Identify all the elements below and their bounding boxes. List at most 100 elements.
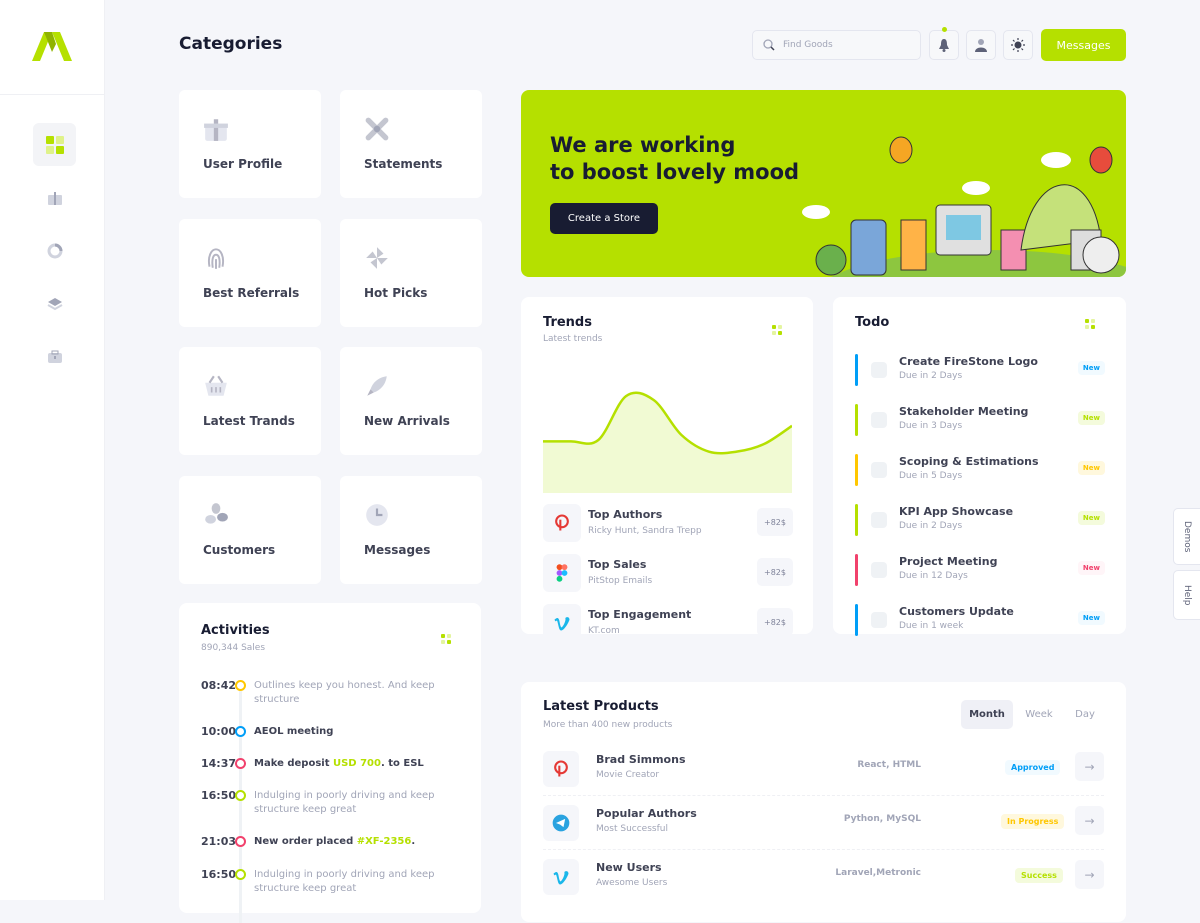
trend-item[interactable]: Top Sales PitStop Emails +82$ — [543, 554, 793, 594]
todo-checkbox[interactable] — [871, 362, 887, 378]
todo-badge: New — [1077, 361, 1105, 375]
activity-time: 14:37 — [201, 757, 237, 770]
products-card: Latest Products More than 400 new produc… — [521, 682, 1126, 922]
todo-card: Todo Create FireStone Logo Due in 2 Days N… — [833, 297, 1126, 636]
todo-checkbox[interactable] — [871, 412, 887, 428]
sidebar-item-dashboard[interactable] — [33, 123, 76, 166]
category-tile[interactable]: Hot Picks — [340, 218, 482, 327]
cross-icon — [365, 117, 389, 141]
todo-item: KPI App Showcase Due in 2 Days New — [855, 504, 1105, 536]
timeline-line — [239, 683, 242, 923]
activity-text: Make deposit USD 700. to ESL — [254, 758, 424, 769]
theme-button[interactable] — [1003, 30, 1033, 60]
tab-week[interactable]: Week — [1025, 709, 1053, 720]
todo-due: Due in 2 Days — [899, 521, 963, 531]
timeline-dot-icon — [235, 758, 246, 769]
activities-card: Activities 890,344 Sales 08:42 Outlines k… — [179, 603, 481, 923]
category-label: Messages — [364, 542, 431, 557]
trend-item[interactable]: Top Engagement KT.com +82$ — [543, 604, 793, 644]
category-label: Statements — [364, 157, 443, 171]
todo-due: Due in 2 Days — [899, 371, 963, 381]
activity-time: 21:03 — [201, 835, 237, 848]
todo-checkbox[interactable] — [871, 462, 887, 478]
city-illustration — [802, 136, 1126, 277]
trends-chart — [543, 391, 792, 493]
banner-heading: We are working to boost lovely mood — [550, 133, 800, 184]
timeline-dot-icon — [235, 726, 246, 737]
category-label: Best Referrals — [203, 285, 300, 300]
todo-badge: New — [1077, 561, 1105, 575]
product-sub: Movie Creator — [596, 770, 660, 780]
arrow-right-icon[interactable]: → — [1075, 752, 1104, 781]
pinterest-icon — [555, 514, 569, 531]
user-button[interactable] — [966, 30, 996, 60]
sidebar-item-gifts[interactable] — [33, 176, 76, 219]
help-tab[interactable]: Help — [1173, 570, 1200, 620]
search-input[interactable]: Find Goods — [752, 30, 921, 60]
category-label: User Profile — [203, 157, 283, 171]
tab-day[interactable]: Day — [1075, 709, 1095, 720]
sidebar-item-support[interactable] — [33, 229, 76, 272]
messages-button[interactable]: Messages — [1041, 29, 1126, 61]
timeline-dot-icon — [235, 869, 246, 880]
todo-name: KPI App Showcase — [899, 505, 1014, 518]
product-name[interactable]: Brad Simmons — [596, 753, 686, 766]
category-tile[interactable]: Best Referrals — [179, 218, 321, 327]
category-tile[interactable]: Statements — [340, 90, 482, 198]
todo-checkbox[interactable] — [871, 612, 887, 628]
todo-checkbox[interactable] — [871, 562, 887, 578]
status-badge: In Progress — [1001, 814, 1065, 829]
user-icon — [975, 39, 987, 52]
create-store-button[interactable]: Create a Store — [550, 203, 658, 234]
rocket-icon — [367, 376, 387, 396]
fingerprint-icon — [208, 247, 224, 269]
menu-dots-icon[interactable] — [441, 634, 451, 644]
sidebar-item-layers[interactable] — [33, 282, 76, 325]
category-tile[interactable]: User Profile — [179, 90, 321, 198]
category-tile[interactable]: New Arrivals — [340, 347, 482, 455]
trend-name: Top Sales — [588, 558, 647, 571]
basket-icon — [205, 375, 227, 396]
tab-month[interactable]: Month — [961, 700, 1013, 729]
arrow-right-icon[interactable]: → — [1075, 860, 1104, 889]
trend-item[interactable]: Top Authors Ricky Hunt, Sandra Trepp +82$ — [543, 504, 793, 544]
todo-color-bar — [855, 404, 858, 436]
category-tile[interactable]: Messages — [340, 475, 482, 584]
arrow-right-icon[interactable]: → — [1075, 806, 1104, 835]
gift-icon — [47, 191, 62, 205]
product-name[interactable]: New Users — [596, 861, 662, 874]
demos-tab[interactable]: Demos — [1173, 508, 1200, 565]
todo-name: Customers Update — [899, 605, 1014, 618]
timeline-dot-icon — [235, 836, 246, 847]
sidebar-item-briefcase[interactable] — [33, 335, 76, 378]
activity-text: Outlines keep you honest. And keep struc… — [254, 680, 435, 705]
category-tile[interactable]: Latest Trands — [179, 347, 321, 455]
search-icon — [763, 39, 775, 51]
vimeo-icon — [553, 871, 569, 885]
product-name[interactable]: Popular Authors — [596, 807, 697, 820]
todo-title: Todo — [855, 315, 890, 330]
todo-name: Scoping & Estimations — [899, 455, 1039, 468]
menu-dots-icon[interactable] — [772, 325, 782, 335]
todo-due: Due in 12 Days — [899, 571, 968, 581]
promo-banner: We are working to boost lovely mood Creat… — [521, 90, 1126, 277]
trend-sub: KT.com — [588, 626, 620, 636]
status-badge: Approved — [1005, 760, 1061, 775]
row-divider — [543, 849, 1104, 850]
todo-checkbox[interactable] — [871, 512, 887, 528]
menu-dots-icon[interactable] — [1085, 319, 1095, 329]
product-row: Popular Authors Most Successful Python, My… — [543, 804, 1104, 844]
todo-item: Scoping & Estimations Due in 5 Days New — [855, 454, 1105, 486]
todo-color-bar — [855, 354, 858, 386]
activity-text: Indulging in poorly driving and keep str… — [254, 790, 435, 815]
product-logo — [543, 859, 579, 895]
todo-name: Create FireStone Logo — [899, 355, 1038, 368]
activity-time: 16:50 — [201, 868, 237, 881]
todo-item: Customers Update Due in 1 week New — [855, 604, 1105, 636]
category-tile[interactable]: Customers — [179, 475, 321, 584]
product-tech: Python, MySQL — [843, 814, 921, 824]
notifications-button[interactable] — [929, 27, 959, 60]
products-title: Latest Products — [543, 699, 659, 714]
logo[interactable] — [30, 30, 74, 62]
product-row: New Users Awesome Users Laravel,Metronic Su… — [543, 858, 1104, 898]
